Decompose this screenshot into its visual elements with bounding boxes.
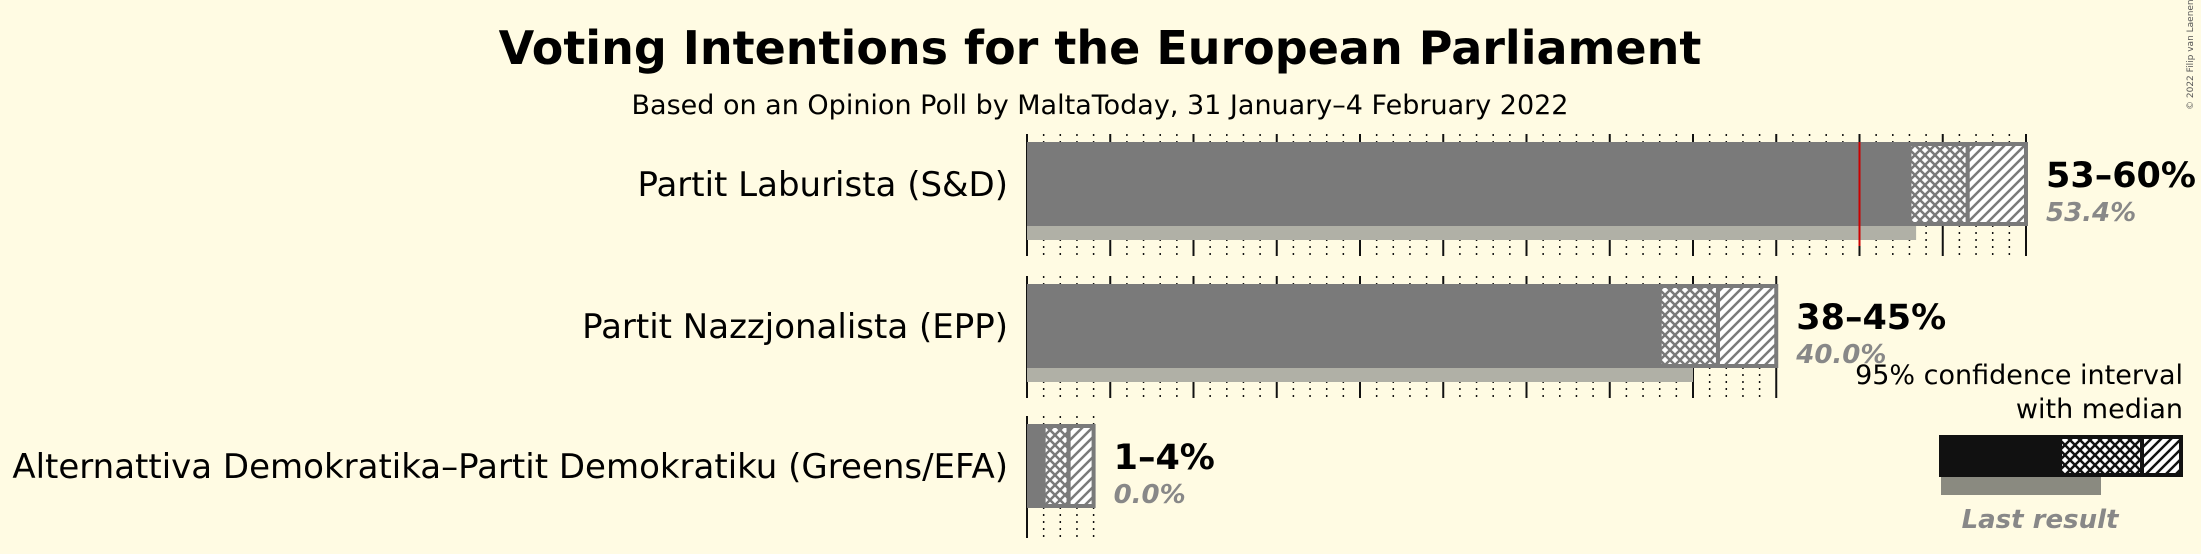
ci-lower — [1907, 142, 1970, 226]
ci-upper — [1715, 284, 1779, 368]
legend-ci-upper — [2140, 435, 2183, 477]
chart-subtitle: Based on an Opinion Poll by MaltaToday, … — [632, 90, 1569, 121]
last-result-label: 40.0% — [1795, 340, 1886, 370]
copyright: © 2022 Filip van Laenen — [2186, 0, 2196, 110]
legend-last-result-label: Last result — [1962, 505, 2120, 535]
bar-solid — [1027, 284, 1660, 368]
ci-lower — [1041, 424, 1071, 508]
party-label: Alternattiva Demokratika–Partit Demokrat… — [12, 447, 1008, 487]
legend-title-line1: 95% confidence interval — [1855, 360, 2183, 391]
bar-solid — [1027, 424, 1044, 508]
ci-range-label: 53–60% — [2046, 156, 2196, 196]
ci-lower — [1657, 284, 1720, 368]
last-result-label: 53.4% — [2046, 198, 2136, 228]
legend-last-result-bar — [1941, 475, 2101, 495]
legend-title-line2: with median — [2016, 394, 2183, 425]
ci-range-label: 38–45% — [1796, 298, 1946, 338]
ci-upper — [1066, 424, 1096, 508]
chart-title: Voting Intentions for the European Parli… — [499, 21, 1702, 75]
last-result-label: 0.0% — [1114, 480, 1186, 510]
legend-ci-bar — [1939, 435, 2060, 477]
bars: Partit Laburista (S&D) 53–60%53.4% Partit … — [12, 142, 2196, 510]
party-label: Partit Laburista (S&D) — [637, 165, 1008, 205]
legend-ci-lower — [2058, 435, 2144, 477]
ci-range-label: 1–4% — [1114, 438, 1215, 478]
party-label: Partit Nazzjonalista (EPP) — [582, 307, 1008, 347]
ci-upper — [1965, 142, 2028, 226]
legend: 95% confidence interval with median Last… — [1855, 360, 2183, 535]
bar-solid — [1027, 142, 1910, 226]
